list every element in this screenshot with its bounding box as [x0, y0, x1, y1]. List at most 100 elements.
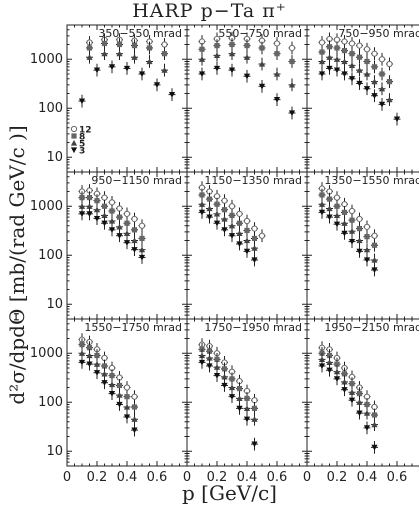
data-point	[108, 391, 116, 397]
panel-label: 1150−1350 mrad	[204, 174, 302, 187]
x-tick-label: 0.6	[147, 470, 168, 485]
data-point	[341, 220, 348, 226]
x-tick-label: 0.2	[327, 470, 348, 485]
data-point	[333, 221, 341, 228]
data-point	[198, 352, 206, 359]
data-point	[243, 217, 251, 225]
data-point	[221, 197, 228, 204]
panel-label: 1950−2150 mrad	[324, 321, 419, 334]
data-point	[341, 371, 348, 377]
legend-label: 12	[79, 126, 92, 136]
data-point	[86, 352, 93, 359]
x-tick-label: 0	[183, 470, 191, 485]
panel-label: 1550−1750 mrad	[84, 321, 182, 334]
data-point	[371, 412, 378, 418]
data-point	[319, 192, 325, 198]
data-point	[356, 67, 363, 73]
data-point	[259, 45, 265, 51]
data-point	[371, 64, 378, 70]
data-point	[123, 384, 131, 391]
panel-label: 550−750 mrad	[218, 27, 302, 40]
data-point	[318, 71, 326, 78]
data-point	[101, 203, 108, 209]
x-tick-label: 0.2	[207, 470, 228, 485]
legend-marker	[70, 125, 78, 133]
data-point	[131, 215, 138, 223]
data-point	[131, 427, 138, 434]
data-point	[333, 56, 341, 62]
data-point	[116, 50, 123, 57]
data-point	[341, 71, 348, 78]
data-point	[364, 234, 370, 240]
data-point	[206, 205, 213, 212]
data-point	[78, 203, 86, 209]
data-point	[124, 394, 130, 400]
panel-label: 750−950 mrad	[338, 27, 419, 40]
data-point	[244, 42, 250, 49]
data-point	[86, 203, 93, 209]
data-point	[364, 58, 370, 65]
data-point	[199, 46, 205, 52]
y-tick-label: 10	[46, 444, 63, 459]
data-point	[78, 350, 86, 356]
data-point	[326, 44, 333, 50]
data-point	[326, 65, 333, 72]
data-point	[198, 209, 206, 216]
data-point	[221, 215, 228, 222]
data-point	[386, 96, 393, 103]
data-point	[78, 98, 86, 105]
data-point	[356, 248, 363, 255]
panel-label: 1750−1950 mrad	[204, 321, 302, 334]
data-point	[319, 49, 325, 55]
data-point	[378, 56, 386, 63]
data-point	[341, 209, 348, 215]
data-point	[123, 65, 131, 72]
data-point	[228, 384, 236, 391]
data-point	[131, 247, 138, 253]
legend-marker	[70, 147, 78, 154]
data-point	[221, 227, 228, 233]
data-point	[348, 40, 356, 47]
x-tick-label: 0.4	[357, 470, 378, 485]
data-point	[356, 42, 363, 49]
data-point	[356, 225, 363, 232]
data-point	[251, 441, 258, 448]
data-point	[213, 220, 221, 227]
panel-6: 1350−1550 mrad	[306, 171, 419, 320]
data-point	[206, 214, 213, 221]
data-point	[229, 212, 235, 219]
panel-frame	[306, 24, 419, 173]
x-tick-label: 0.2	[87, 470, 108, 485]
data-point	[109, 372, 115, 379]
data-point	[161, 67, 168, 73]
data-point	[93, 67, 101, 74]
data-point	[198, 56, 206, 62]
data-point	[318, 58, 326, 65]
data-point	[288, 81, 296, 88]
data-point	[371, 93, 378, 99]
data-point	[228, 203, 236, 210]
data-point	[116, 391, 123, 398]
data-point	[79, 195, 85, 201]
x-tick-label: 0	[303, 470, 311, 485]
data-point	[94, 352, 100, 359]
data-point	[348, 228, 356, 234]
data-point	[228, 394, 236, 400]
x-axis-label: p [GeV/c]	[182, 481, 277, 505]
data-point	[371, 421, 378, 428]
x-tick-label: 0.4	[237, 470, 258, 485]
panel-5: 1150−1350 mrad	[186, 171, 308, 320]
data-point	[363, 410, 371, 416]
chart-title: HARP p−Ta π⁺	[132, 0, 287, 22]
data-point	[101, 50, 108, 57]
data-point	[236, 405, 243, 412]
data-point	[258, 60, 266, 67]
data-point	[348, 76, 356, 82]
data-point	[168, 91, 176, 98]
data-point	[349, 381, 355, 387]
panel-4: 10 100 1000 950−1150 mrad	[30, 171, 188, 320]
data-point	[236, 385, 243, 392]
data-point	[116, 223, 123, 230]
data-point	[243, 248, 251, 255]
